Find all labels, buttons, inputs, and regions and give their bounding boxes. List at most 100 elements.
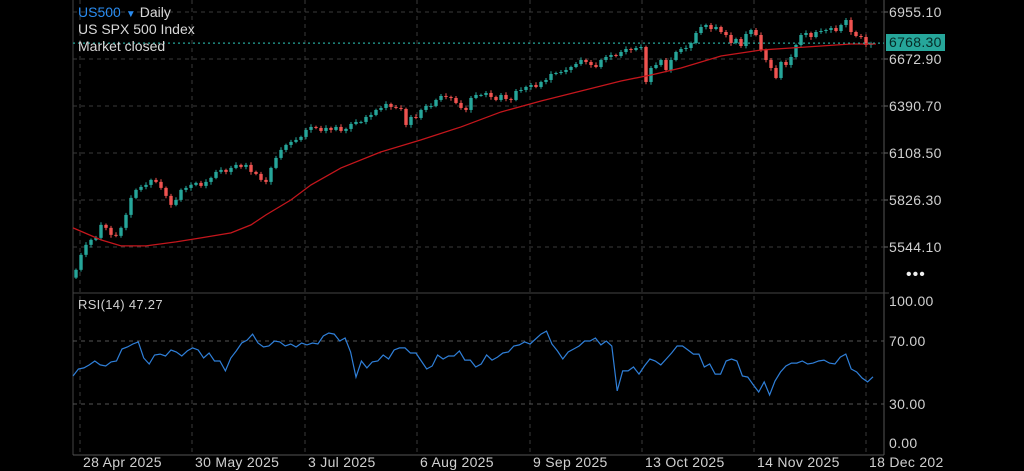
candle-down xyxy=(169,195,173,205)
candle-up xyxy=(304,129,308,137)
candle-up xyxy=(349,123,353,129)
candle-up xyxy=(839,25,843,32)
candle-up xyxy=(244,164,248,167)
candle-up xyxy=(814,32,818,37)
candle-up xyxy=(234,164,238,168)
price-tick-label: 5826.30 xyxy=(889,192,942,208)
candle-down xyxy=(729,35,733,43)
candle-up xyxy=(214,171,218,178)
candle-up xyxy=(94,237,98,240)
x-tick-label: 28 Apr 2025 xyxy=(83,454,162,470)
candle-up xyxy=(374,109,378,115)
candle-down xyxy=(809,33,813,37)
candle-down xyxy=(854,32,858,36)
candle-up xyxy=(569,66,573,70)
market-status: Market closed xyxy=(78,38,166,54)
candle-up xyxy=(519,89,523,91)
candle-up xyxy=(604,56,608,60)
candle-up xyxy=(574,63,578,67)
candle-up xyxy=(624,48,628,52)
candle-down xyxy=(509,98,513,100)
candle-up xyxy=(734,38,738,43)
candle-up xyxy=(129,197,133,215)
candle-up xyxy=(619,51,623,56)
symbol-selector[interactable]: US500 xyxy=(78,4,121,20)
candle-up xyxy=(144,184,148,187)
candle-down xyxy=(459,102,463,108)
rsi-tick-label: 100.00 xyxy=(889,293,934,309)
candle-down xyxy=(664,59,668,70)
x-tick-label: 30 May 2025 xyxy=(195,454,280,470)
candle-up xyxy=(174,199,178,205)
caret-down-icon[interactable]: ▼ xyxy=(125,9,136,20)
candle-up xyxy=(639,46,643,48)
candle-up xyxy=(204,181,208,186)
candle-up xyxy=(119,227,123,236)
candle-up xyxy=(824,30,828,32)
rsi-tick-label: 30.00 xyxy=(889,396,926,412)
candle-up xyxy=(384,103,388,108)
x-tick-label: 14 Nov 2025 xyxy=(757,454,840,470)
rsi-tick-label: 70.00 xyxy=(889,333,926,349)
candle-up xyxy=(354,121,358,124)
candle-up xyxy=(554,72,558,74)
candle-down xyxy=(724,32,728,36)
rsi-legend: RSI(14) 47.27 xyxy=(78,297,163,312)
candle-down xyxy=(719,27,723,33)
candle-down xyxy=(444,95,448,97)
candle-down xyxy=(104,224,108,228)
candle-up xyxy=(474,94,478,98)
x-tick-label: 6 Aug 2025 xyxy=(420,454,494,470)
candle-down xyxy=(264,179,268,182)
rsi-value: 47.27 xyxy=(128,297,163,312)
candle-up xyxy=(179,189,183,200)
more-options-icon[interactable]: ••• xyxy=(906,266,926,283)
x-tick-label: 13 Oct 2025 xyxy=(645,454,725,470)
candle-up xyxy=(779,61,783,78)
candle-up xyxy=(599,59,603,67)
candle-up xyxy=(209,177,213,182)
candle-up xyxy=(684,47,688,49)
candle-up xyxy=(694,33,698,43)
candle-up xyxy=(84,244,88,255)
candle-down xyxy=(319,127,323,131)
candle-up xyxy=(689,42,693,48)
current-price-label: 6768.30 xyxy=(886,34,945,52)
candle-up xyxy=(409,116,413,125)
candle-up xyxy=(274,157,278,168)
candle-down xyxy=(154,179,158,182)
candle-up xyxy=(524,86,528,90)
x-tick-label: 9 Sep 2025 xyxy=(533,454,608,470)
candle-down xyxy=(774,67,778,78)
candle-up xyxy=(819,31,823,33)
candle-up xyxy=(99,224,103,238)
candle-up xyxy=(429,105,433,107)
candle-down xyxy=(494,96,498,100)
candle-down xyxy=(584,59,588,62)
candle-up xyxy=(704,25,708,28)
candle-up xyxy=(189,184,193,188)
candle-up xyxy=(789,56,793,65)
candle-down xyxy=(769,59,773,68)
interval-label[interactable]: Daily xyxy=(139,4,171,20)
candle-up xyxy=(284,144,288,150)
candle-down xyxy=(329,127,333,130)
candle-up xyxy=(794,44,798,57)
candle-down xyxy=(644,46,648,82)
candle-up xyxy=(579,59,583,64)
candle-up xyxy=(634,47,638,50)
candle-down xyxy=(224,169,228,172)
candle-up xyxy=(324,127,328,131)
candle-down xyxy=(784,61,788,65)
x-tick-label: 3 Jul 2025 xyxy=(308,454,376,470)
candle-down xyxy=(164,187,168,196)
candle-up xyxy=(229,167,233,172)
candle-up xyxy=(434,99,438,106)
candle-up xyxy=(379,107,383,110)
candle-up xyxy=(334,126,338,130)
candle-down xyxy=(389,103,393,107)
candle-down xyxy=(394,106,398,108)
candle-up xyxy=(309,126,313,130)
candle-down xyxy=(759,35,763,50)
